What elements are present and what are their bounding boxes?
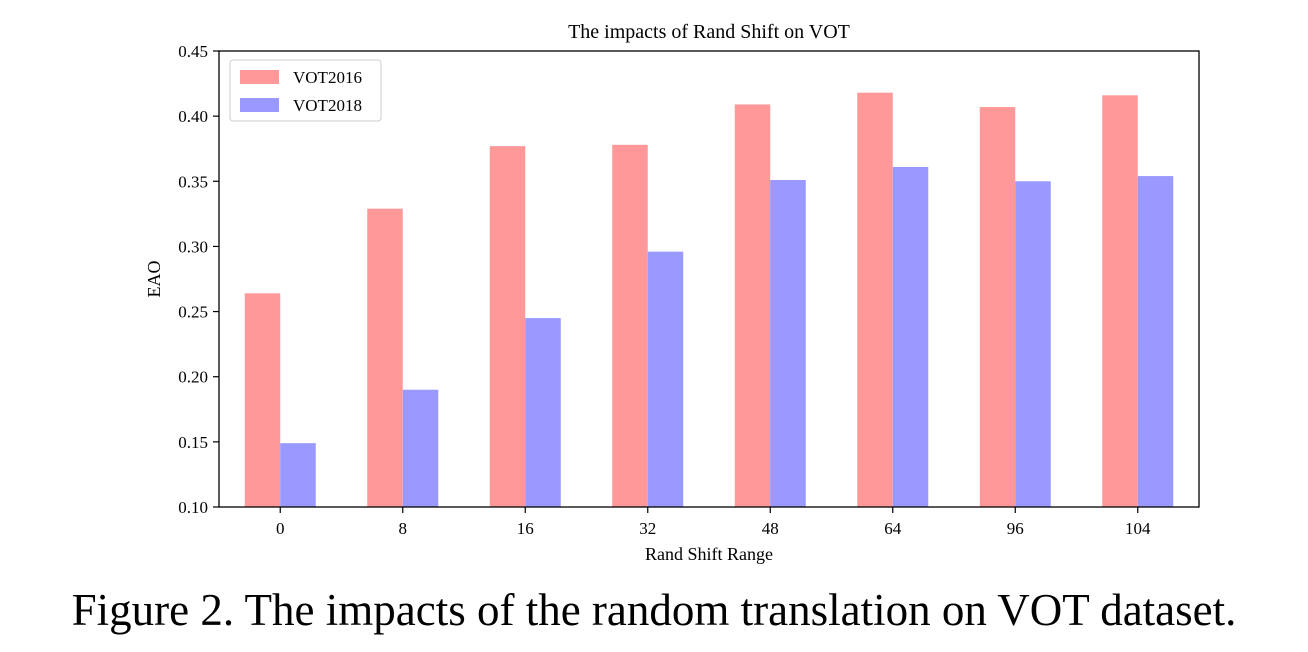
x-tick-label: 104 xyxy=(1125,519,1151,538)
x-tick-label: 32 xyxy=(639,519,656,538)
x-axis-label: Rand Shift Range xyxy=(645,544,773,564)
y-tick-label: 0.35 xyxy=(178,172,208,191)
x-tick-label: 48 xyxy=(762,519,779,538)
plot-frame xyxy=(218,50,1200,508)
bar-vot2018-64 xyxy=(892,166,929,507)
y-tick-label: 0.25 xyxy=(178,303,208,322)
bar-vot2016-48 xyxy=(734,104,771,507)
bar-vot2016-104 xyxy=(1102,95,1138,507)
bar-vot2016-8 xyxy=(367,208,403,507)
chart-title: The impacts of Rand Shift on VOT xyxy=(568,21,850,43)
y-tick-label: 0.45 xyxy=(178,42,208,61)
y-tick-label: 0.40 xyxy=(178,107,208,126)
x-tick-label: 16 xyxy=(517,519,534,538)
legend-label-vot2018: VOT2018 xyxy=(293,96,362,115)
y-tick-label: 0.15 xyxy=(178,433,208,452)
bar-vot2016-32 xyxy=(612,144,648,507)
bar-vot2018-8 xyxy=(402,389,439,507)
legend-swatch-vot2018 xyxy=(240,98,279,112)
bar-vot2018-32 xyxy=(647,251,684,507)
y-tick-label: 0.20 xyxy=(178,368,208,387)
bar-chart: 0.10 0.15 0.20 0.25 0.30 0.35 0.40 0.45 0 8 16 32 4… xyxy=(144,21,1200,564)
bar-vot2016-64 xyxy=(857,92,893,507)
legend-label-vot2016: VOT2016 xyxy=(293,68,362,87)
bar-vot2018-48 xyxy=(770,179,806,508)
bar-vot2016-16 xyxy=(489,146,526,507)
x-axis: 0 8 16 32 48 64 96 104 xyxy=(276,507,1151,538)
bar-vot2018-16 xyxy=(525,318,561,507)
x-tick-label: 8 xyxy=(399,519,408,538)
y-axis-label: EAO xyxy=(144,261,164,298)
y-tick-label: 0.10 xyxy=(178,498,208,517)
figure-caption: Figure 2. The impacts of the random tran… xyxy=(71,585,1237,635)
bar-vot2018-0 xyxy=(280,443,316,507)
bar-vot2016-96 xyxy=(979,107,1016,507)
bar-vot2016-0 xyxy=(244,293,281,507)
legend: VOT2016 VOT2018 xyxy=(229,59,382,122)
bars-group xyxy=(244,92,1174,508)
y-axis: 0.10 0.15 0.20 0.25 0.30 0.35 0.40 0.45 xyxy=(178,42,219,517)
legend-swatch-vot2016 xyxy=(240,70,279,84)
x-tick-label: 0 xyxy=(276,519,285,538)
bar-vot2018-96 xyxy=(1015,181,1051,508)
x-tick-label: 64 xyxy=(884,519,902,538)
bar-vot2018-104 xyxy=(1137,176,1174,507)
y-tick-label: 0.30 xyxy=(178,237,208,256)
x-tick-label: 96 xyxy=(1007,519,1024,538)
